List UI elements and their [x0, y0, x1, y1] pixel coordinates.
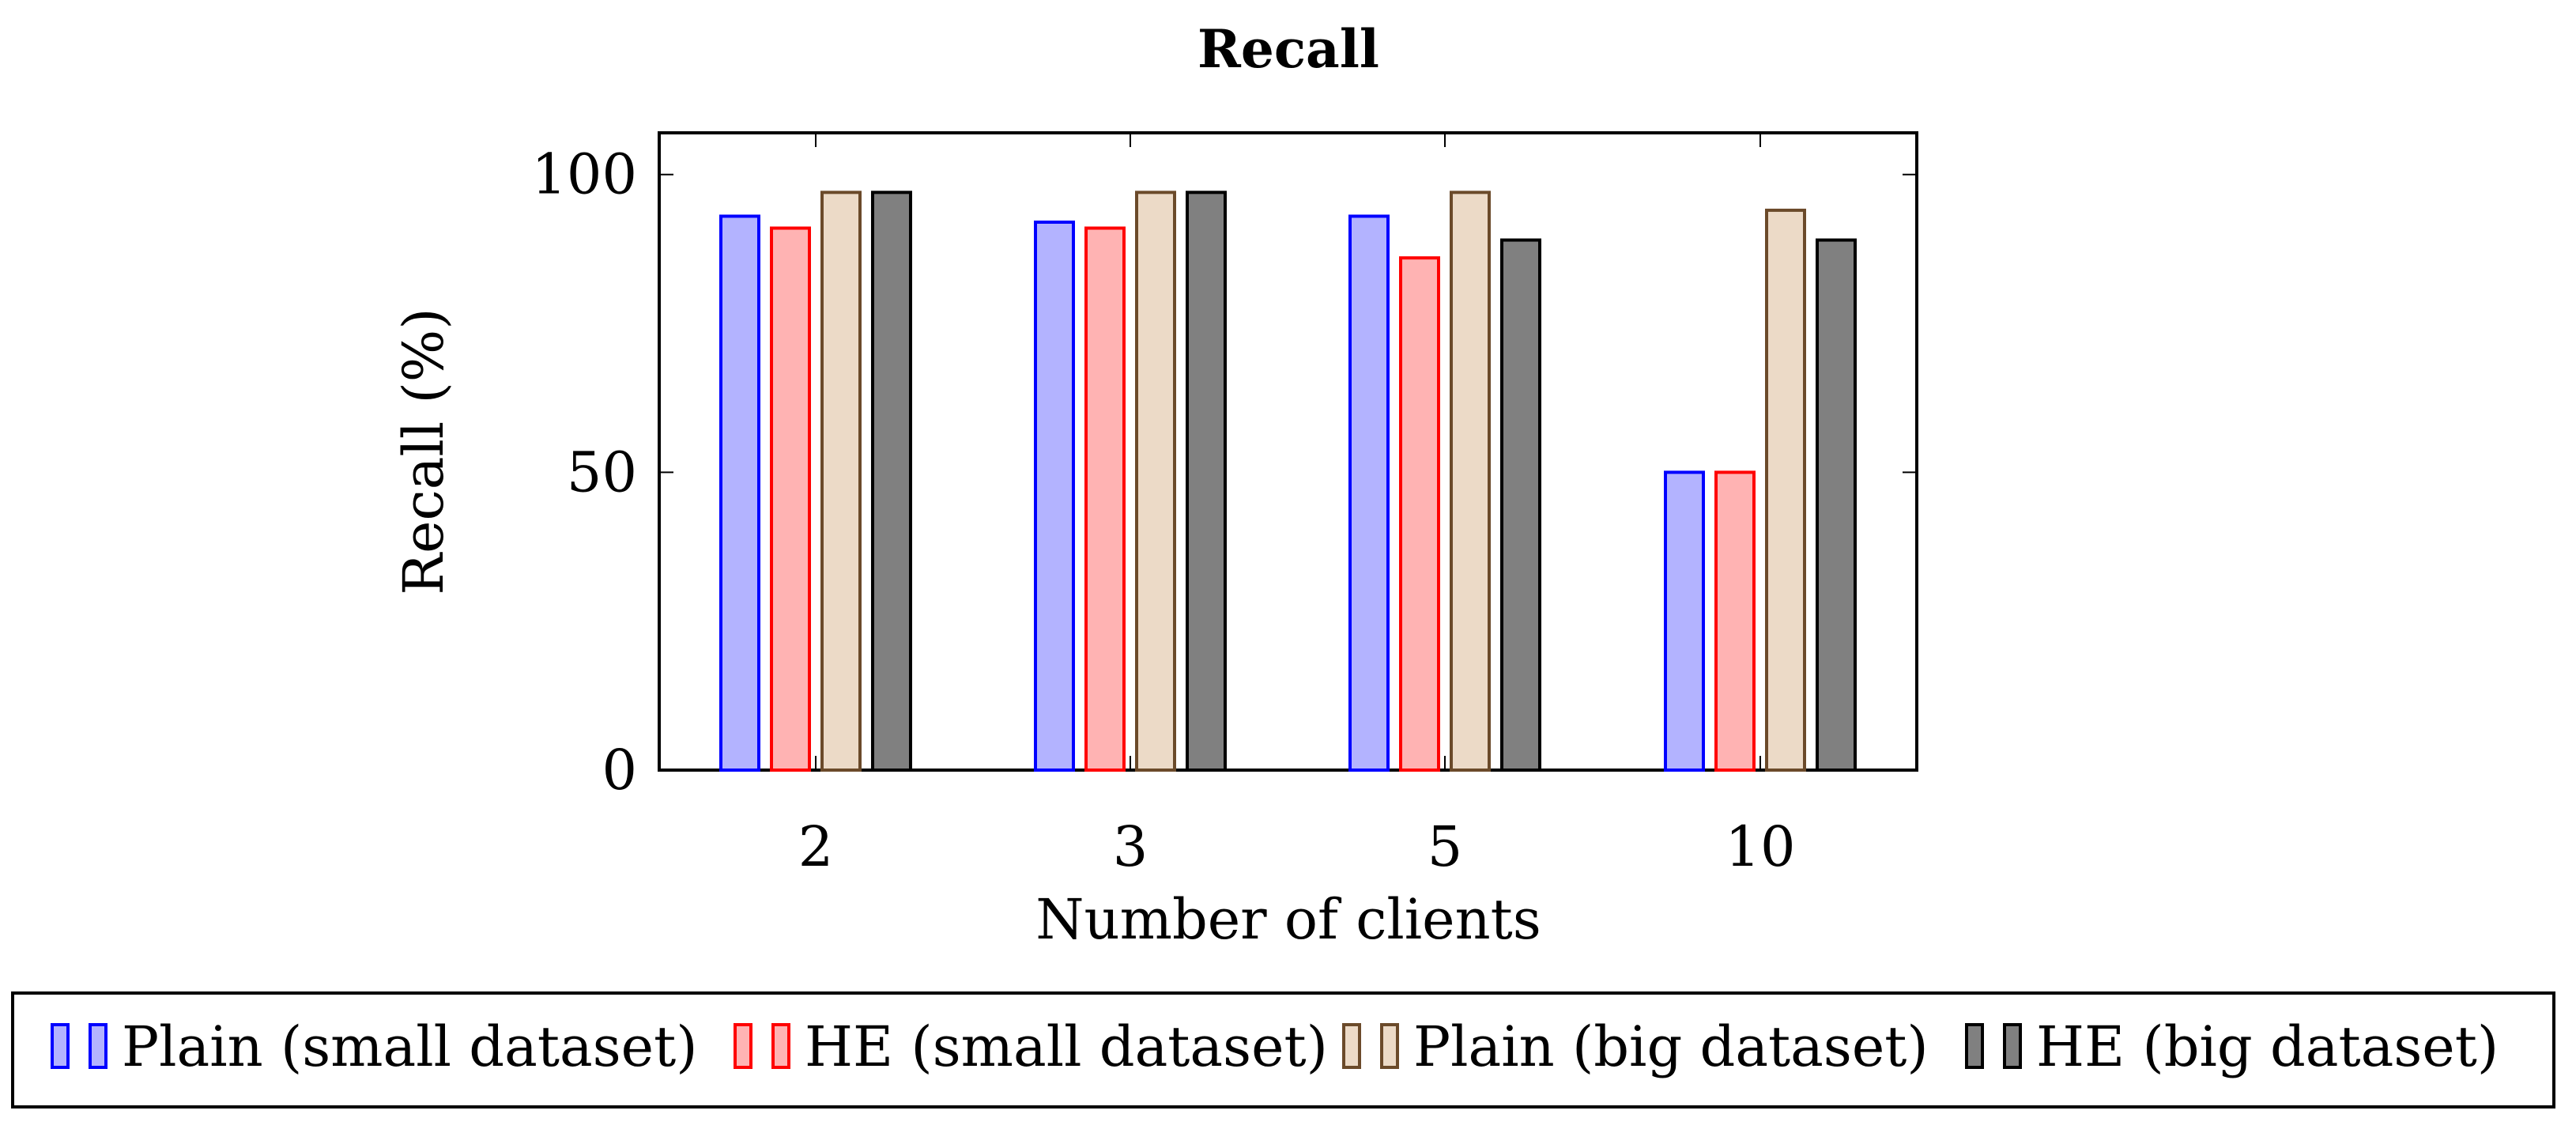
bars [719, 191, 1857, 772]
legend-label: Plain (big dataset) [1413, 1014, 1929, 1079]
bar-he-small-dataset-2 [770, 226, 811, 772]
bar-plain-big-dataset-5 [1450, 191, 1491, 772]
y-axis-ticks: 0 50 100 [531, 142, 1917, 803]
x-tick-label: 2 [798, 814, 834, 879]
legend-swatch [2003, 1023, 2022, 1069]
legend-swatch [1380, 1023, 1399, 1069]
bar-he-small-dataset-10 [1714, 470, 1756, 772]
bar-plain-small-dataset-3 [1034, 220, 1075, 772]
x-tick-label: 10 [1725, 814, 1795, 879]
bar-he-big-dataset-3 [1186, 191, 1227, 772]
legend-entry: Plain (big dataset) [1342, 1014, 1929, 1079]
bar-plain-big-dataset-10 [1765, 208, 1806, 772]
legend-swatch [734, 1023, 752, 1069]
bar-plain-small-dataset-2 [719, 214, 760, 772]
bar-he-small-dataset-5 [1399, 256, 1440, 772]
legend-frame [11, 991, 2555, 1108]
bar-he-big-dataset-10 [1816, 238, 1857, 772]
y-axis-label: Recall (%) [391, 308, 456, 595]
bar-he-big-dataset-5 [1500, 238, 1541, 772]
bar-he-small-dataset-3 [1084, 226, 1126, 772]
legend-label: Plain (small dataset) [122, 1014, 698, 1079]
legend-entry: HE (small dataset) [734, 1014, 1328, 1079]
legend-label: HE (small dataset) [805, 1014, 1328, 1079]
bar-plain-small-dataset-10 [1664, 470, 1705, 772]
chart-title: Recall [1197, 18, 1379, 80]
legend-swatch [89, 1023, 107, 1069]
bar-plain-big-dataset-2 [820, 191, 862, 772]
bar-plain-small-dataset-5 [1348, 214, 1390, 772]
x-axis-ticks: 2 3 5 10 [798, 133, 1796, 879]
x-tick-label: 5 [1428, 814, 1463, 879]
y-tick-label: 100 [531, 142, 637, 207]
x-axis-label: Number of clients [1035, 887, 1541, 952]
bar-plain-big-dataset-3 [1135, 191, 1176, 772]
bar-he-big-dataset-2 [871, 191, 912, 772]
legend-swatch [1342, 1023, 1361, 1069]
legend-entry: HE (big dataset) [1965, 1014, 2499, 1079]
legend-swatch [51, 1023, 70, 1069]
legend-swatch [1965, 1023, 1984, 1069]
legend: Plain (small dataset) HE (small dataset) P… [11, 991, 2555, 1108]
legend-swatch [771, 1023, 790, 1069]
legend-label: HE (big dataset) [2036, 1014, 2499, 1079]
y-tick-label: 50 [567, 440, 637, 504]
legend-entry: Plain (small dataset) [51, 1014, 698, 1079]
y-tick-label: 0 [602, 738, 637, 803]
plot-area-frame [658, 131, 1918, 772]
x-tick-label: 3 [1113, 814, 1148, 879]
